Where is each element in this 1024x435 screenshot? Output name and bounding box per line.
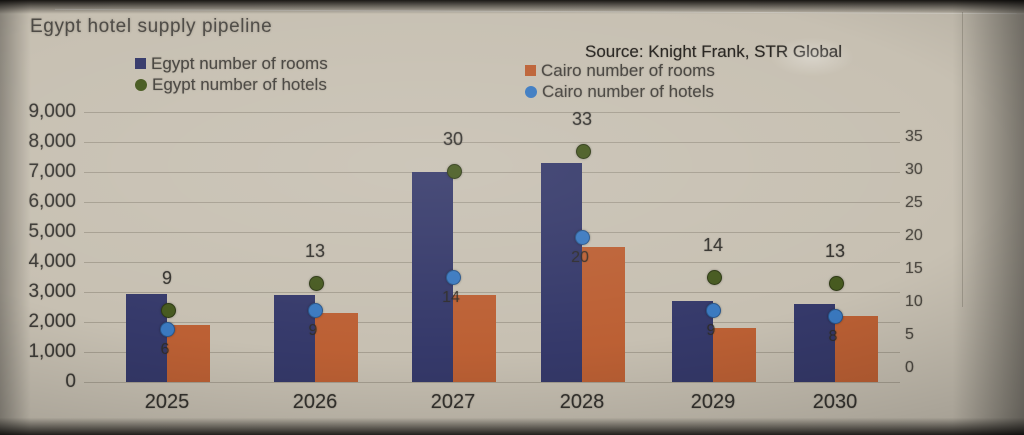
egypt-hotels-point [576,144,591,160]
gridline [84,292,900,293]
cairo-hotels-data-label: 14 [442,288,460,306]
right-axis-tick-label: 20 [905,227,923,244]
cairo-rooms-bar [453,295,496,382]
gridline [84,232,900,233]
left-axis-tick-label: 9,000 [28,101,76,122]
cairo-hotels-data-label: 8 [828,328,838,346]
egypt-hotels-data-label: 13 [304,241,326,262]
left-axis-tick-label: 5,000 [28,221,76,242]
left-axis-tick-label: 7,000 [28,161,76,182]
egypt-hotels-data-label: 30 [442,129,464,149]
cairo-hotels-data-label: 6 [160,341,170,359]
right-axis-tick-label: 10 [905,293,923,310]
cairo-hotels-point [446,269,461,285]
gridline [84,262,900,263]
cairo-hotels-point [575,230,590,245]
left-axis-tick-label: 2,000 [28,311,76,332]
left-axis-tick-label: 3,000 [28,281,76,302]
egypt-hotels-data-label: 13 [824,241,846,262]
egypt-hotels-point [161,302,176,318]
cairo-rooms-bar [835,316,878,382]
egypt-hotels-data-label: 14 [702,234,724,255]
egypt-hotels-point [447,164,462,179]
right-axis-tick-label: 25 [905,194,923,211]
egypt-hotels-point [309,276,324,292]
right-axis-tick-label: 35 [905,128,923,145]
left-axis-tick-label: 1,000 [28,341,76,362]
egypt-hotels-data-label: 33 [571,109,593,130]
cairo-hotels-data-label: 20 [571,249,589,266]
left-axis-tick-label: 0 [65,371,76,392]
cairo-hotels-data-label: 9 [308,321,318,339]
x-axis-category-label: 2030 [812,391,858,413]
gridline [84,142,900,143]
cairo-hotels-point [706,302,721,318]
left-axis-tick-label: 4,000 [28,251,76,272]
x-axis-category-label: 2029 [690,391,736,413]
egypt-hotels-point [707,269,722,285]
gridline [84,112,900,113]
right-axis-tick-label: 15 [905,260,923,277]
left-axis-tick-label: 6,000 [28,191,76,212]
cairo-rooms-bar [582,247,625,382]
x-axis-category-label: 2027 [430,391,476,413]
cairo-hotels-data-label: 9 [706,321,716,339]
x-axis-category-label: 2026 [292,391,338,413]
egypt-hotels-point [829,276,844,292]
right-axis-tick-label: 30 [905,161,923,178]
egypt-hotels-data-label: 9 [161,267,172,288]
gridline [84,202,900,203]
cairo-hotels-point [308,302,323,318]
left-axis-tick-label: 8,000 [28,131,76,152]
right-axis-tick-label: 0 [905,359,914,376]
x-axis-category-label: 2025 [144,391,190,413]
right-axis-tick-label: 5 [905,326,914,343]
gridline [84,172,900,173]
egypt-rooms-bar [541,163,582,382]
x-axis-category-label: 2028 [559,391,605,413]
gridline [84,382,900,383]
